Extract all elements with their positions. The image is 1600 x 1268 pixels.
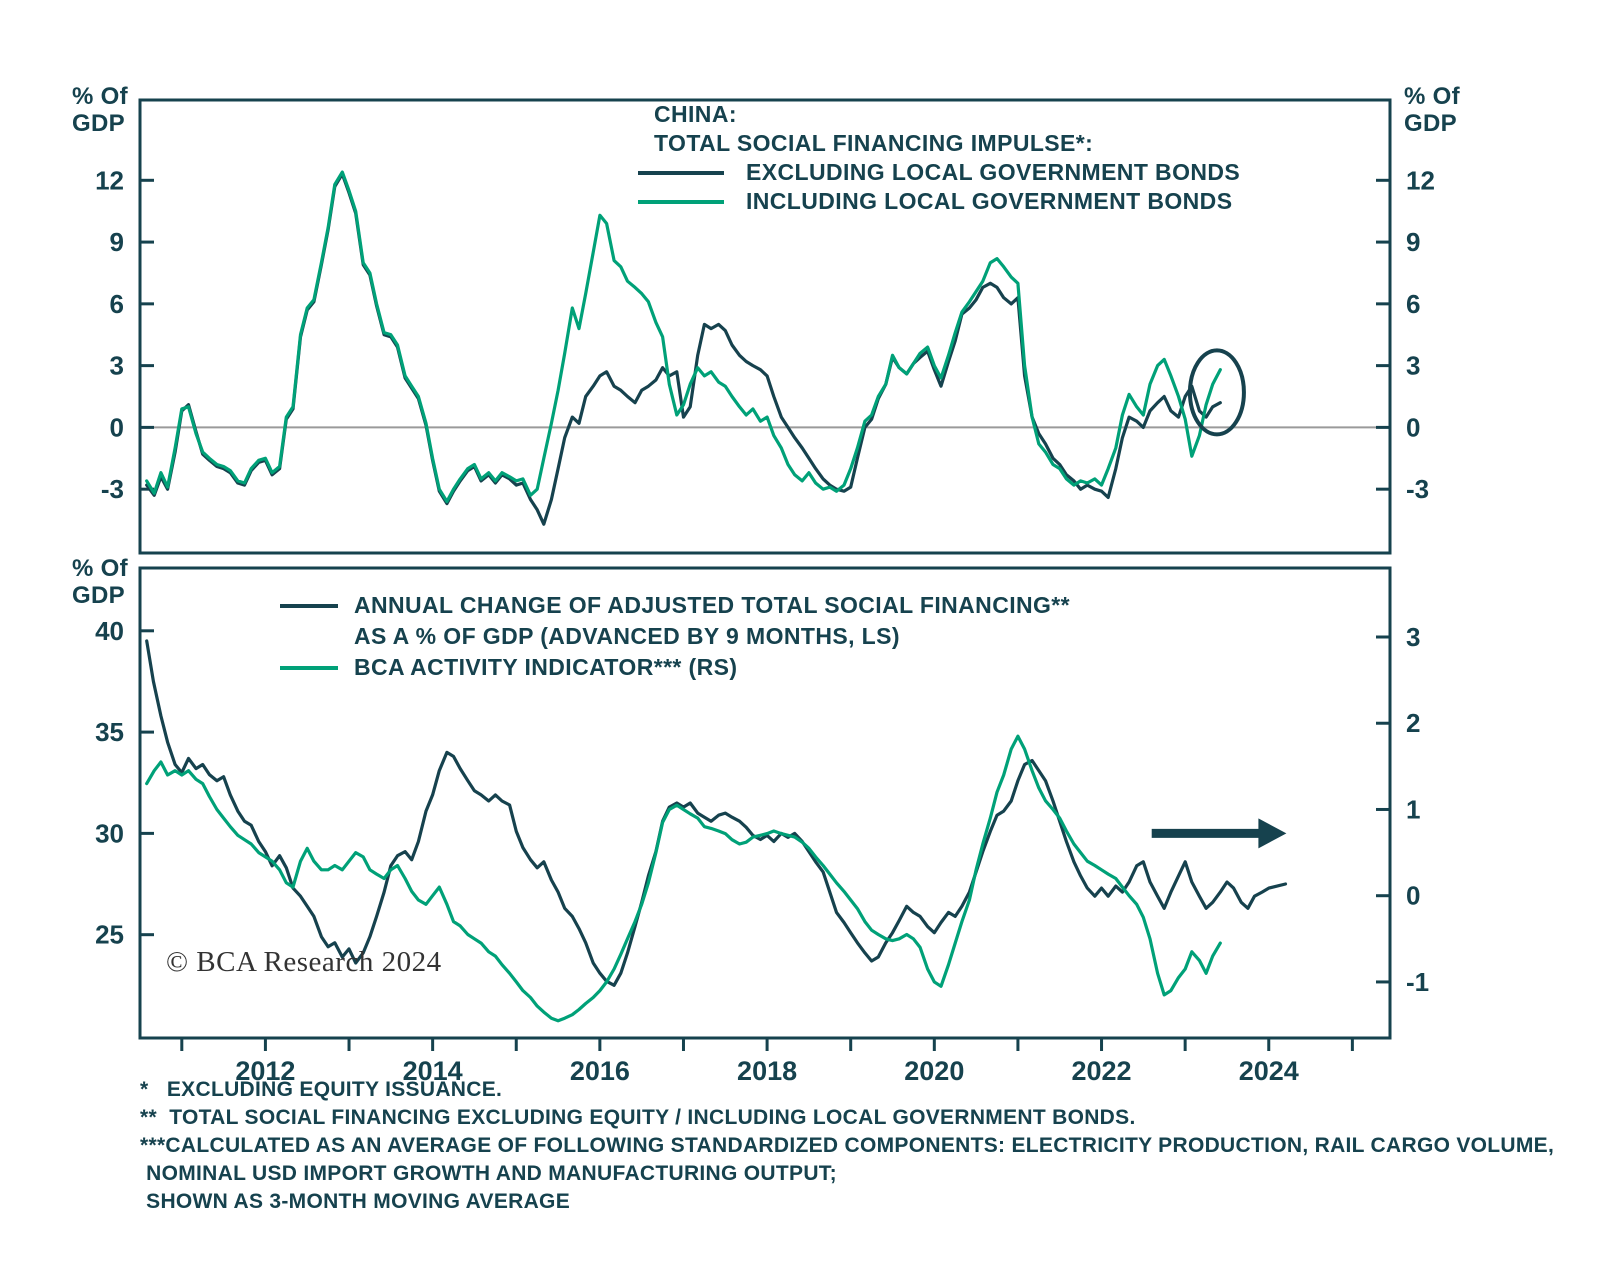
y-tick-label-left: -3 [101, 474, 124, 504]
footnotes: * EXCLUDING EQUITY ISSUANCE. ** TOTAL SO… [140, 1076, 1554, 1216]
x-tick-label: 2014 [403, 1056, 463, 1086]
highlight-circle-annotation [1187, 348, 1246, 437]
y-axis-unit-top-left: % Of GDP [72, 83, 128, 138]
chart-title-line-2: TOTAL SOCIAL FINANCING IMPULSE*: [654, 130, 1094, 156]
y-axis-unit-bottom-left: % Of GDP [72, 555, 128, 610]
series-line-including-local-government-bonds [145, 170, 1222, 504]
y-tick-label-left: 25 [95, 920, 124, 950]
y-tick-label-right: 1 [1406, 794, 1420, 824]
y-tick-label-right: -1 [1406, 967, 1429, 997]
legend-item-bca-activity-indicator: BCA ACTIVITY INDICATOR*** (RS) [280, 652, 1070, 683]
legend-label-continuation: AS A % OF GDP (ADVANCED BY 9 MONTHS, LS) [354, 623, 900, 649]
legend-item-tsf-annual-change-cont: AS A % OF GDP (ADVANCED BY 9 MONTHS, LS) [280, 621, 1070, 652]
series-line-bca-activity-indicator-rs [145, 734, 1222, 1023]
y-tick-label-left: 40 [95, 616, 124, 646]
x-tick-label: 2020 [904, 1056, 964, 1086]
footnote-line-3: ***CALCULATED AS AN AVERAGE OF FOLLOWING… [140, 1134, 1555, 1157]
series-line-annual-change-of-adjusted-total-social-financing-as-a-of-gdp-advanced-by-9-months-ls [145, 639, 1288, 987]
legend-item-tsf-annual-change: ANNUAL CHANGE OF ADJUSTED TOTAL SOCIAL F… [280, 590, 1070, 621]
y-tick-label-left: 0 [110, 412, 124, 442]
axis-unit-text: GDP [1404, 109, 1457, 137]
y-axis-unit-top-right: % Of GDP [1404, 83, 1460, 138]
legend-line-sample-navy [638, 170, 724, 175]
y-tick-label-right: 0 [1406, 881, 1420, 911]
bottom-legend: ANNUAL CHANGE OF ADJUSTED TOTAL SOCIAL F… [280, 590, 1070, 683]
y-tick-label-right: 2 [1406, 708, 1420, 738]
x-tick-label: 2022 [1071, 1056, 1131, 1086]
y-tick-label-left: 9 [110, 227, 124, 257]
bca-research-watermark: © BCA Research 2024 [166, 946, 442, 978]
x-tick-label: 2016 [570, 1056, 630, 1086]
footnote-line-1: * EXCLUDING EQUITY ISSUANCE. [140, 1078, 503, 1101]
x-tick-label: 2018 [737, 1056, 797, 1086]
legend-line-sample-navy [280, 603, 338, 608]
bottom-panel-frame [138, 566, 1392, 1040]
legend-item-including-lgb: INCLUDING LOCAL GOVERNMENT BONDS [638, 187, 1240, 216]
y-tick-label-right: 9 [1406, 227, 1420, 257]
chart-title-line-1: CHINA: [654, 101, 737, 127]
y-tick-label-right: 0 [1406, 412, 1420, 442]
axis-unit-text: GDP [72, 109, 125, 137]
legend-label: ANNUAL CHANGE OF ADJUSTED TOTAL SOCIAL F… [354, 592, 1070, 618]
y-tick-label-right: 6 [1406, 289, 1420, 319]
trend-arrow-head [1258, 818, 1287, 849]
legend-label: INCLUDING LOCAL GOVERNMENT BONDS [746, 188, 1233, 214]
axis-unit-text: % Of [72, 83, 128, 110]
legend-label: BCA ACTIVITY INDICATOR*** (RS) [354, 654, 738, 680]
legend-item-excluding-lgb: EXCLUDING LOCAL GOVERNMENT BONDS [638, 158, 1240, 187]
legend-line-sample-green [280, 665, 338, 670]
series-line-excluding-local-government-bonds [145, 172, 1222, 526]
y-tick-label-right: 3 [1406, 622, 1420, 652]
top-legend: CHINA: TOTAL SOCIAL FINANCING IMPULSE*: … [638, 100, 1240, 216]
footnote-line-2: ** TOTAL SOCIAL FINANCING EXCLUDING EQUI… [140, 1106, 1136, 1129]
y-tick-label-right: 3 [1406, 351, 1420, 381]
footnote-line-4: NOMINAL USD IMPORT GROWTH AND MANUFACTUR… [140, 1162, 837, 1185]
x-tick-label: 2012 [235, 1056, 295, 1086]
y-tick-label-left: 3 [110, 351, 124, 381]
legend-label: EXCLUDING LOCAL GOVERNMENT BONDS [746, 159, 1241, 185]
y-tick-label-right: -3 [1406, 474, 1429, 504]
x-tick-label: 2024 [1239, 1056, 1299, 1086]
y-tick-label-left: 12 [95, 165, 124, 195]
y-tick-label-right: 12 [1406, 165, 1435, 195]
footnote-line-5: SHOWN AS 3-MONTH MOVING AVERAGE [140, 1190, 570, 1213]
y-tick-label-left: 35 [95, 717, 124, 747]
y-tick-label-left: 30 [95, 818, 124, 848]
axis-unit-text: % Of [72, 555, 128, 582]
axis-unit-text: % Of [1404, 83, 1460, 110]
axis-unit-text: GDP [72, 581, 125, 609]
y-tick-label-left: 6 [110, 289, 124, 319]
top-panel-frame [138, 98, 1392, 555]
legend-line-sample-green [638, 199, 724, 204]
